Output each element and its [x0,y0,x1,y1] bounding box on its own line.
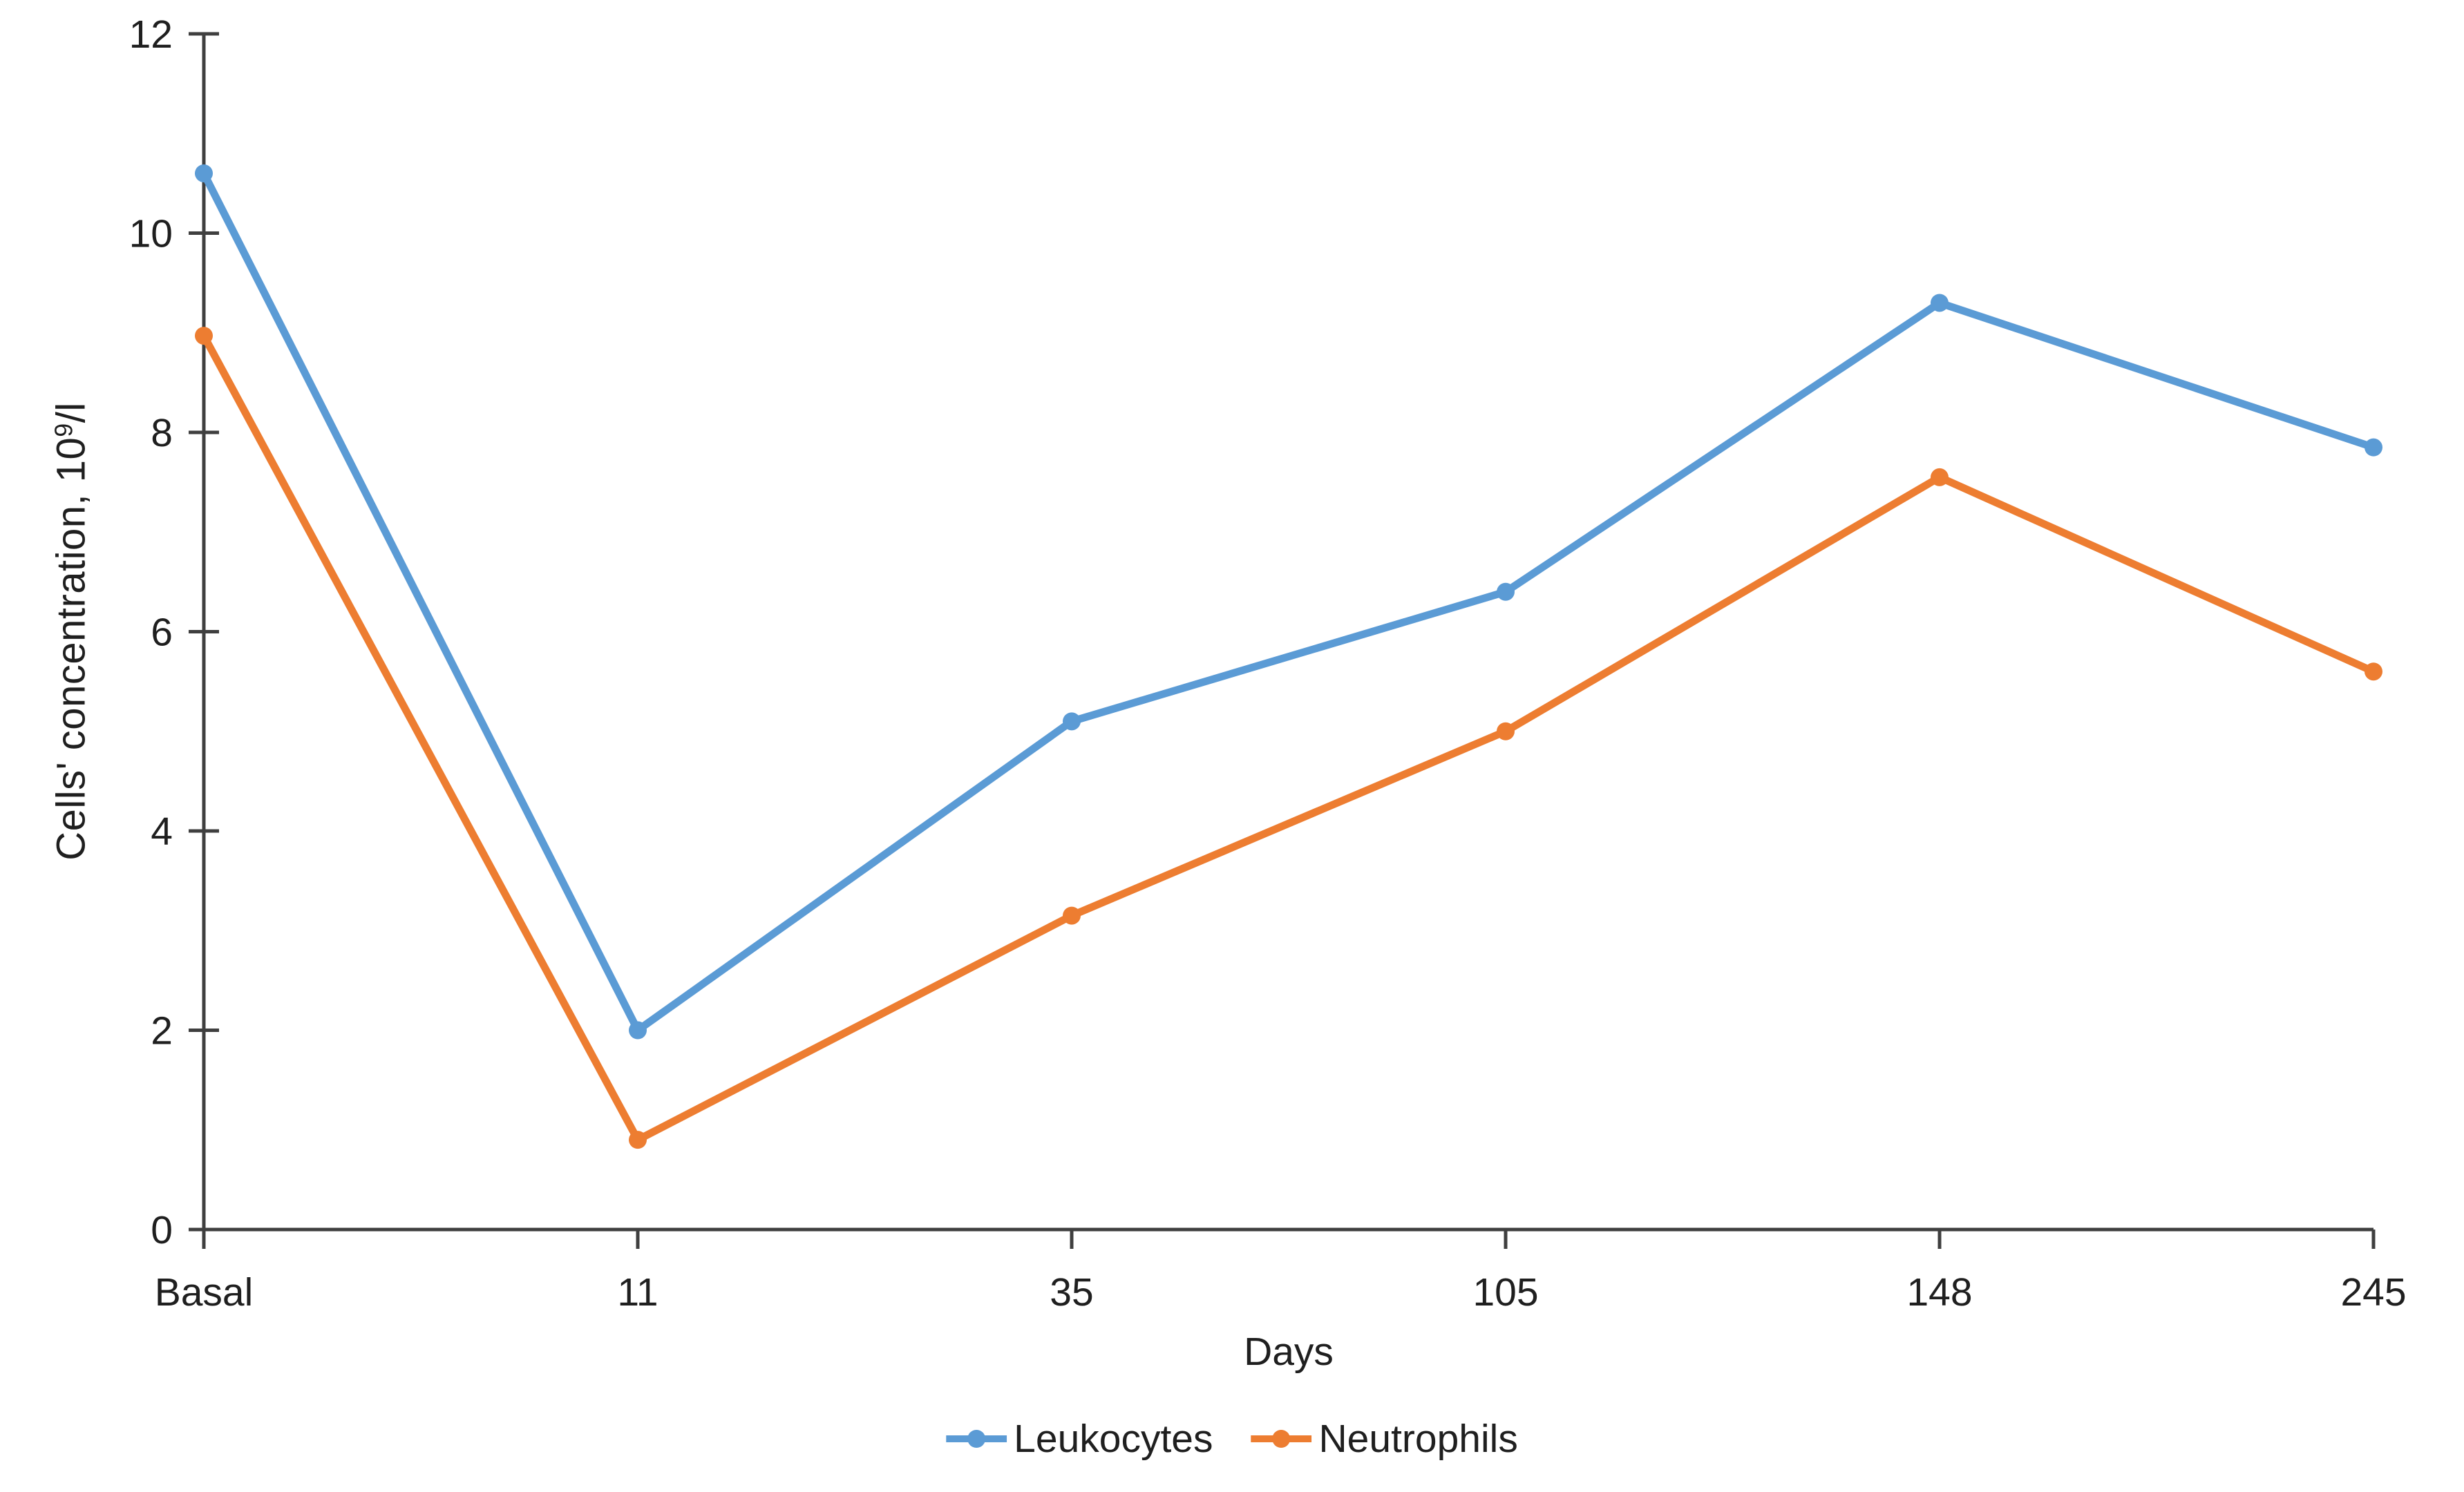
x-axis-tick-label: 11 [617,1270,658,1314]
data-point-neutrophils [629,1131,647,1149]
y-axis-title-superscript: 9 [49,423,78,437]
legend-item-leukocytes: Leukocytes [946,1416,1213,1462]
series-line-leukocytes [200,169,2378,1034]
data-point-neutrophils [2365,662,2382,681]
y-axis-tick-label: 8 [151,411,173,455]
legend-item-neutrophils: Neutrophils [1251,1416,1518,1462]
data-point-neutrophils [195,327,213,345]
data-point-leukocytes [2365,438,2382,457]
chart-legend: Leukocytes Neutrophils [946,1416,1518,1462]
legend-marker-leukocytes-icon [946,1430,1007,1448]
x-axis-tick-label: 148 [1906,1270,1972,1314]
x-axis-tick-label: 35 [1050,1270,1093,1314]
y-axis-tick-label: 10 [129,212,173,256]
series-line-neutrophils [200,332,2378,1144]
x-axis-tick-label: 105 [1472,1270,1538,1314]
x-axis-title: Days [1244,1330,1334,1374]
legend-label-leukocytes: Leukocytes [1014,1417,1213,1461]
y-axis-tick-label: 6 [151,611,173,655]
data-point-leukocytes [1497,582,1515,601]
y-axis-tick-label: 2 [151,1009,173,1053]
data-point-leukocytes [1931,294,1949,312]
x-axis-tick-label: 245 [2340,1270,2406,1314]
data-point-leukocytes [1063,712,1081,731]
y-axis-title-suffix: /l [48,402,94,423]
y-axis-tick-label: 4 [151,810,173,854]
y-axis-tick-label: 0 [151,1208,173,1252]
data-point-leukocytes [629,1021,647,1040]
legend-label-neutrophils: Neutrophils [1318,1417,1518,1461]
data-point-neutrophils [1063,906,1081,925]
data-point-neutrophils [1497,722,1515,740]
x-axis-tick-label: Basal [155,1270,254,1314]
y-axis-title: Cells' concentration, 109/l [48,402,95,861]
y-axis-tick-label: 12 [129,12,173,57]
data-point-leukocytes [195,164,213,182]
data-point-neutrophils [1931,468,1949,486]
y-axis-title-prefix: Cells' concentration, 10 [48,437,94,861]
legend-marker-neutrophils-icon [1251,1430,1312,1448]
